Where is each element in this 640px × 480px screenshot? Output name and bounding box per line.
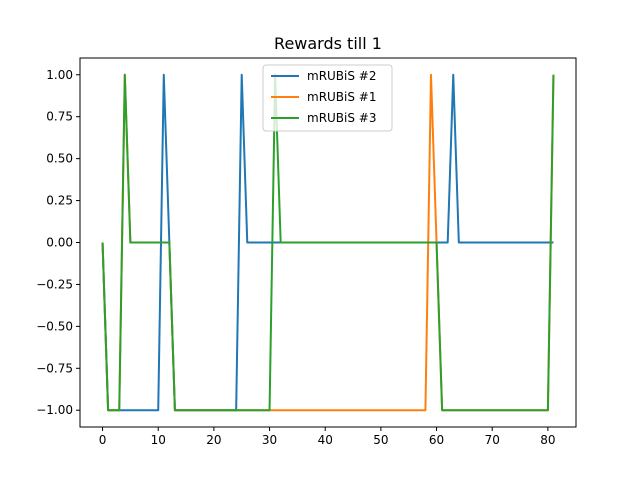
y-tick-label: 0.25 — [46, 194, 73, 208]
legend-label: mRUBiS #2 — [307, 69, 377, 83]
x-tick-label: 0 — [99, 433, 107, 447]
x-tick-label: 70 — [485, 433, 500, 447]
x-tick-label: 40 — [318, 433, 333, 447]
y-tick-label: 0.50 — [46, 152, 73, 166]
y-tick-label: −0.75 — [36, 361, 73, 375]
y-tick-label: 1.00 — [46, 68, 73, 82]
legend-label: mRUBiS #3 — [307, 111, 377, 125]
x-tick-label: 60 — [429, 433, 444, 447]
series-line-3 — [101, 73, 555, 412]
x-tick-label: 50 — [373, 433, 388, 447]
legend-label: mRUBiS #1 — [307, 90, 377, 104]
y-tick-label: 0.75 — [46, 110, 73, 124]
x-axis: 0 10 20 30 40 50 60 70 80 — [99, 427, 556, 447]
x-tick-label: 30 — [262, 433, 277, 447]
series-layer — [101, 73, 555, 412]
y-tick-label: −1.00 — [36, 403, 73, 417]
chart-title: Rewards till 1 — [274, 34, 382, 53]
legend: mRUBiS #2 mRUBiS #1 mRUBiS #3 — [262, 64, 393, 132]
y-axis: −1.00 −0.75 −0.50 −0.25 0.00 0.25 0.50 0.75 1.00 — [36, 68, 80, 417]
x-tick-label: 20 — [206, 433, 221, 447]
legend-box — [262, 64, 393, 132]
x-tick-label: 80 — [540, 433, 555, 447]
y-tick-label: −0.25 — [36, 277, 73, 291]
y-tick-label: 0.00 — [46, 236, 73, 250]
x-tick-label: 10 — [151, 433, 166, 447]
y-tick-label: −0.50 — [36, 319, 73, 333]
